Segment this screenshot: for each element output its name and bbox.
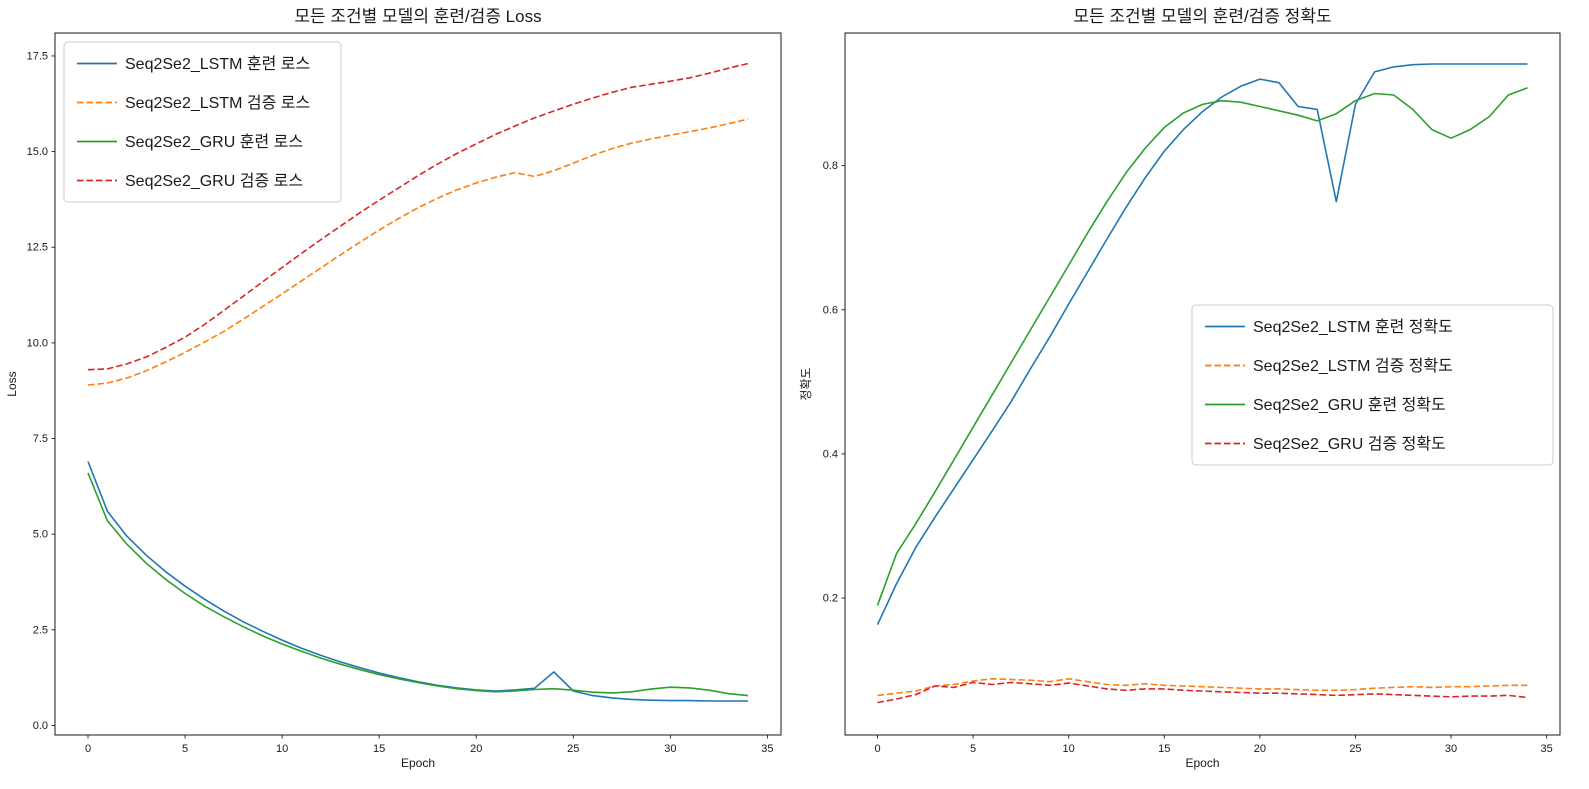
x-axis-label: Epoch: [1185, 756, 1219, 770]
x-tick-label: 25: [1349, 743, 1361, 755]
chart-title: 모든 조건별 모델의 훈련/검증 정확도: [1073, 7, 1331, 26]
series-line-3: [877, 681, 1528, 704]
y-tick-label: 5.0: [33, 529, 48, 541]
y-tick-label: 17.5: [27, 50, 48, 62]
loss-chart-canvas: 0 5 10 15 20 25 30 35 0.0 2.5 5.0 7.5 10.0 12.5 15.0 17…: [5, 7, 782, 770]
y-tick-label: 0.4: [823, 448, 838, 460]
plot-frame: [844, 32, 1561, 736]
y-tick-label: 0.8: [823, 160, 838, 172]
x-tick-label: 0: [874, 743, 880, 755]
x-tick-label: 30: [1445, 743, 1457, 755]
y-tick-label: 0.6: [823, 304, 838, 316]
legend-frame: [1191, 304, 1554, 466]
x-tick-label: 35: [1540, 743, 1552, 755]
series-line-1: [87, 118, 749, 386]
x-tick-label: 20: [470, 743, 482, 755]
legend-label: Seq2Se2_LSTM 훈련 로스: [125, 55, 310, 73]
x-tick-label: 30: [664, 743, 676, 755]
x-tick-label: 10: [276, 743, 288, 755]
y-tick-label: 0.2: [823, 593, 838, 605]
legend-label: Seq2Se2_GRU 검증 로스: [125, 172, 303, 190]
legend-label: Seq2Se2_LSTM 검증 로스: [125, 94, 310, 112]
legend-label: Seq2Se2_LSTM 훈련 정확도: [1253, 318, 1453, 336]
y-tick-label: 10.0: [27, 337, 48, 349]
y-tick-label: 7.5: [33, 433, 48, 445]
x-axis-label: Epoch: [401, 756, 435, 770]
x-tick-label: 5: [182, 743, 188, 755]
legend: Seq2Se2_LSTM 훈련 로스 Seq2Se2_LSTM 검증 로스 Seq2…: [63, 41, 342, 203]
x-tick-label: 35: [761, 743, 773, 755]
legend-label: Seq2Se2_GRU 훈련 정확도: [1253, 396, 1446, 414]
legend-frame: [63, 41, 342, 203]
loss-chart: 0 5 10 15 20 25 30 35 0.0 2.5 5.0 7.5 10.0 12.5 15.0 17…: [0, 0, 794, 789]
x-tick-label: 10: [1063, 743, 1075, 755]
x-tick-label: 5: [970, 743, 976, 755]
legend-label: Seq2Se2_GRU 훈련 로스: [125, 133, 303, 151]
x-tick-label: 25: [567, 743, 579, 755]
x-tick-label: 15: [1158, 743, 1170, 755]
series-line-3: [87, 62, 749, 371]
series-line-2: [87, 472, 749, 697]
series-line-0: [876, 63, 1528, 626]
series-line-1: [877, 678, 1528, 697]
y-tick-label: 15.0: [27, 146, 48, 158]
y-tick-label: 12.5: [27, 242, 48, 254]
x-tick-label: 20: [1254, 743, 1266, 755]
y-tick-label: 0.0: [33, 720, 48, 732]
legend: Seq2Se2_LSTM 훈련 정확도 Seq2Se2_LSTM 검증 정확도 Se…: [1191, 304, 1554, 466]
y-tick-label: 2.5: [33, 624, 48, 636]
y-axis-label: Loss: [5, 371, 19, 396]
plot-frame: [54, 32, 782, 736]
y-axis-label: 정확도: [799, 367, 813, 400]
legend-label: Seq2Se2_GRU 검증 정확도: [1253, 435, 1446, 453]
series-line-2: [876, 87, 1528, 606]
x-tick-label: 15: [373, 743, 385, 755]
legend-label: Seq2Se2_LSTM 검증 정확도: [1253, 357, 1453, 375]
accuracy-chart: 0 5 10 15 20 25 30 35 0.2 0.4 0.6 0.8 모든 조건별 모델의 훈련/…: [794, 0, 1589, 789]
chart-title: 모든 조건별 모델의 훈련/검증 Loss: [294, 7, 541, 26]
accuracy-chart-canvas: 0 5 10 15 20 25 30 35 0.2 0.4 0.6 0.8 모든 조건별 모델의 훈련/…: [799, 7, 1561, 770]
x-tick-label: 0: [85, 743, 91, 755]
